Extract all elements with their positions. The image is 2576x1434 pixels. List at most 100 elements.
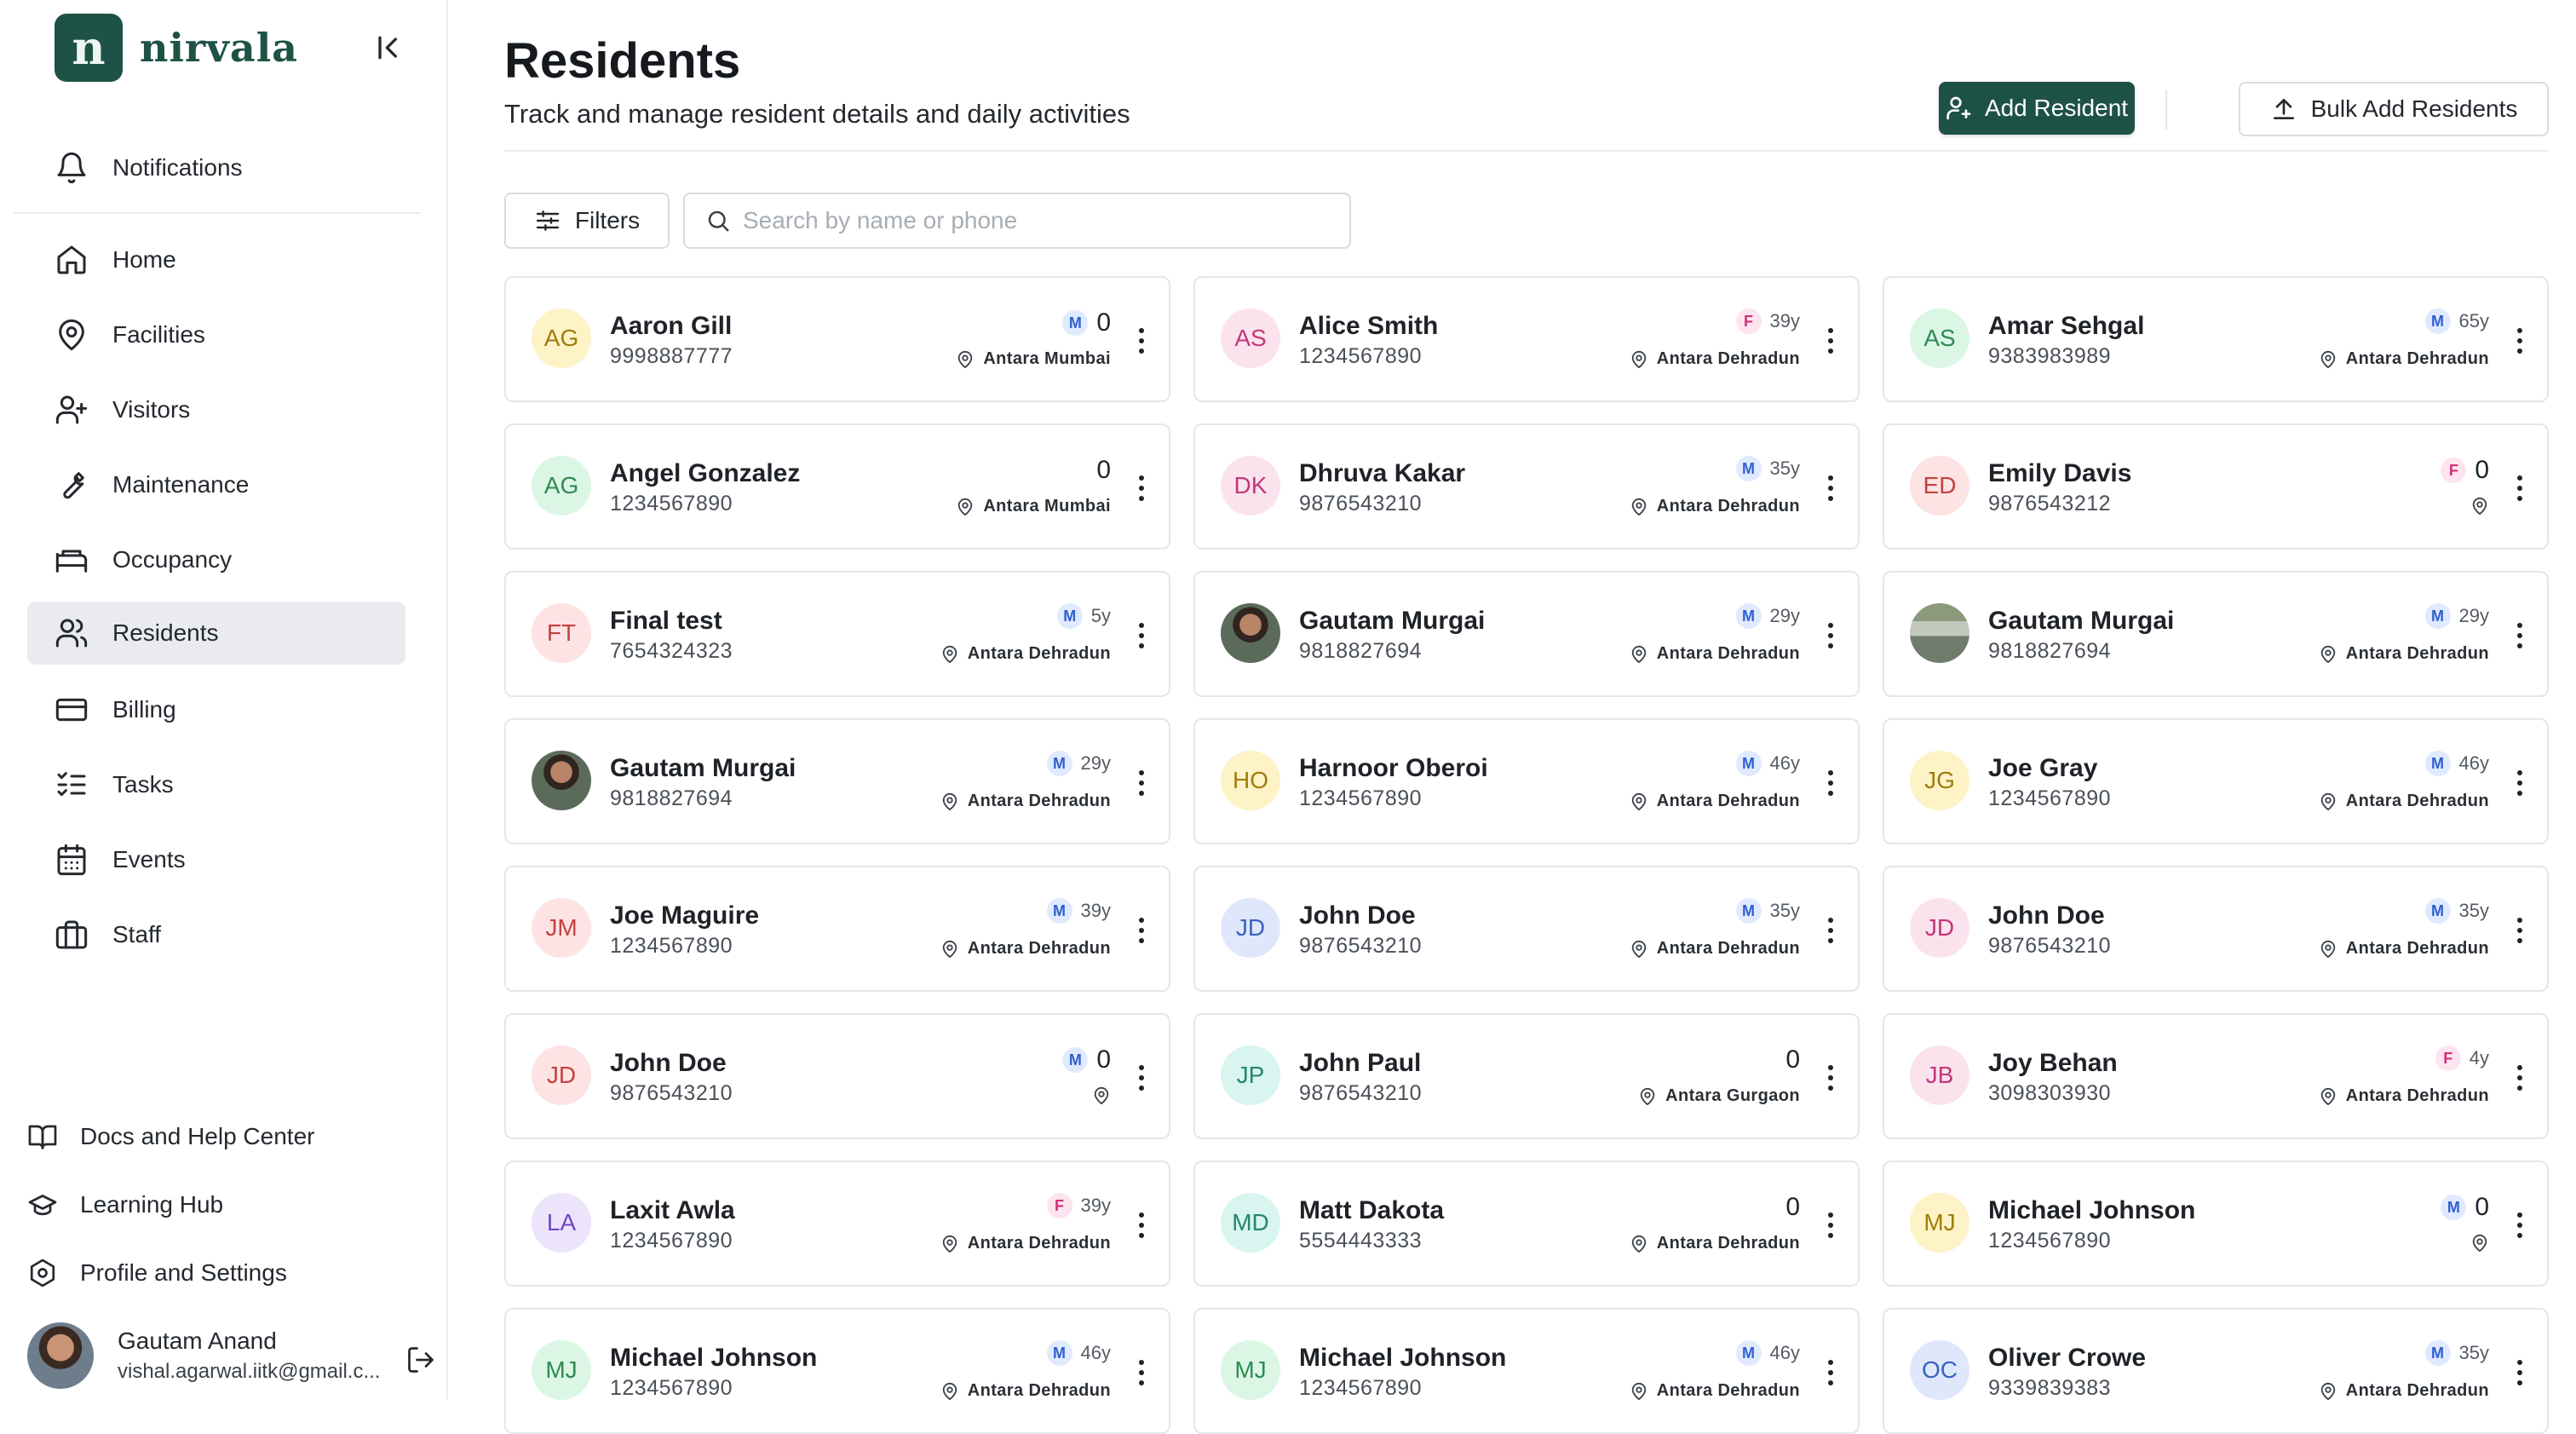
- resident-card[interactable]: Gautam Murgai 9818827694 M 29y Antara Dehrad…: [1193, 571, 1860, 697]
- resident-location: Antara Gurgaon: [1638, 1086, 1800, 1106]
- gender-badge: M: [1046, 1340, 1072, 1366]
- resident-card[interactable]: JG Joe Gray 1234567890 M 46y Antara Dehradun: [1883, 718, 2549, 844]
- more-options-icon[interactable]: [1820, 768, 1841, 798]
- page-title: Residents: [504, 33, 741, 89]
- sidebar-item-maintenance[interactable]: Maintenance: [27, 453, 405, 516]
- more-options-icon[interactable]: [2510, 620, 2530, 651]
- docs-help-link[interactable]: Docs and Help Center: [27, 1113, 314, 1160]
- collapse-sidebar-icon[interactable]: [371, 31, 405, 65]
- avatar-initials: JP: [1221, 1045, 1280, 1105]
- resident-card[interactable]: MJ Michael Johnson 1234567890 M 46y Antara De…: [504, 1308, 1170, 1434]
- more-options-icon[interactable]: [1131, 915, 1152, 946]
- location-text: Antara Dehradun: [2345, 644, 2489, 663]
- more-options-icon[interactable]: [1131, 1210, 1152, 1241]
- more-options-icon[interactable]: [1131, 325, 1152, 356]
- more-options-icon[interactable]: [1820, 1063, 1841, 1093]
- sidebar-item-billing[interactable]: Billing: [27, 678, 405, 741]
- resident-name: Final test: [610, 607, 722, 635]
- resident-card[interactable]: JD John Doe 9876543210 M 35y Antara Dehradun: [1883, 866, 2549, 992]
- sidebar-item-staff[interactable]: Staff: [27, 903, 405, 966]
- settings-icon: [30, 1258, 55, 1287]
- resident-age: 0: [2475, 456, 2489, 484]
- resident-card[interactable]: AS Alice Smith 1234567890 F 39y Antara Dehrad…: [1193, 276, 1860, 402]
- resident-card[interactable]: DK Dhruva Kakar 9876543210 M 35y Antara Dehra…: [1193, 423, 1860, 550]
- resident-location: [1092, 1086, 1111, 1105]
- more-options-icon[interactable]: [2510, 325, 2530, 356]
- more-options-icon[interactable]: [1820, 620, 1841, 651]
- header-separator: [2165, 90, 2167, 130]
- resident-card[interactable]: Gautam Murgai 9818827694 M 29y Antara Dehrad…: [1883, 571, 2549, 697]
- more-options-icon[interactable]: [1131, 768, 1152, 798]
- more-options-icon[interactable]: [1820, 1210, 1841, 1241]
- book-open-icon: [28, 1125, 57, 1149]
- resident-card[interactable]: OC Oliver Crowe 9339839383 M 35y Antara Dehra…: [1883, 1308, 2549, 1434]
- search-icon: [708, 210, 729, 232]
- more-options-icon[interactable]: [1131, 1063, 1152, 1093]
- add-resident-button[interactable]: Add Resident: [1939, 82, 2135, 135]
- map-pin-icon: [942, 792, 957, 810]
- more-options-icon[interactable]: [1820, 325, 1841, 356]
- sidebar-item-events[interactable]: Events: [27, 828, 405, 891]
- more-options-icon[interactable]: [2510, 1210, 2530, 1241]
- more-options-icon[interactable]: [1820, 1357, 1841, 1388]
- sidebar-item-visitors[interactable]: Visitors: [27, 378, 405, 441]
- resident-card[interactable]: MD Matt Dakota 5554443333 0 Antara Dehradun: [1193, 1160, 1860, 1287]
- resident-location: Antara Dehradun: [2319, 939, 2489, 959]
- wrench-icon: [63, 472, 84, 499]
- resident-card[interactable]: MJ Michael Johnson 1234567890 M 0: [1883, 1160, 2549, 1287]
- resident-card[interactable]: JD John Doe 9876543210 M 0: [504, 1013, 1170, 1139]
- bulk-add-button[interactable]: Bulk Add Residents: [2239, 82, 2549, 136]
- sidebar-item-residents[interactable]: Residents: [27, 602, 405, 665]
- resident-card[interactable]: AS Amar Sehgal 9383983989 M 65y Antara Dehrad…: [1883, 276, 2549, 402]
- more-options-icon[interactable]: [1820, 473, 1841, 504]
- resident-card[interactable]: HO Harnoor Oberoi 1234567890 M 46y Antara Deh…: [1193, 718, 1860, 844]
- resident-age: 35y: [2458, 1342, 2489, 1363]
- sidebar-item-facilities[interactable]: Facilities: [27, 303, 405, 366]
- filters-button[interactable]: Filters: [504, 193, 670, 249]
- resident-card[interactable]: Gautam Murgai 9818827694 M 29y Antara Dehrad…: [504, 718, 1170, 844]
- resident-card[interactable]: ED Emily Davis 9876543212 F 0: [1883, 423, 2549, 550]
- resident-card[interactable]: AG Angel Gonzalez 1234567890 0 Antara Mumbai: [504, 423, 1170, 550]
- more-options-icon[interactable]: [2510, 768, 2530, 798]
- more-options-icon[interactable]: [2510, 473, 2530, 504]
- sidebar-item-label: Staff: [112, 921, 162, 947]
- resident-card[interactable]: AG Aaron Gill 9998887777 M 0 Antara Mumbai: [504, 276, 1170, 402]
- search-input[interactable]: [743, 207, 1339, 234]
- sidebar-item-occupancy[interactable]: Occupancy: [27, 528, 405, 591]
- resident-location: Antara Dehradun: [1630, 644, 1800, 664]
- location-text: Antara Dehradun: [1656, 349, 1800, 368]
- map-pin-icon: [1094, 1086, 1109, 1105]
- resident-name: John Doe: [610, 1049, 727, 1077]
- more-options-icon[interactable]: [1820, 915, 1841, 946]
- resident-phone: 1234567890: [610, 1376, 733, 1400]
- logout-icon[interactable]: [405, 1345, 436, 1375]
- sidebar-item-notifications[interactable]: Notifications: [27, 136, 405, 199]
- resident-card[interactable]: LA Laxit Awla 1234567890 F 39y Antara Dehradu…: [504, 1160, 1170, 1287]
- sidebar-item-tasks[interactable]: Tasks: [27, 753, 405, 816]
- resident-card[interactable]: JM Joe Maguire 1234567890 M 39y Antara Dehrad…: [504, 866, 1170, 992]
- more-options-icon[interactable]: [1131, 1357, 1152, 1388]
- more-options-icon[interactable]: [1131, 620, 1152, 651]
- more-options-icon[interactable]: [1131, 473, 1152, 504]
- resident-meta: M 46y: [1735, 751, 1800, 776]
- resident-card[interactable]: MJ Michael Johnson 1234567890 M 46y Antara De…: [1193, 1308, 1860, 1434]
- sidebar-item-home[interactable]: Home: [27, 228, 405, 291]
- resident-card[interactable]: JD John Doe 9876543210 M 35y Antara Dehradun: [1193, 866, 1860, 992]
- resident-card[interactable]: JB Joy Behan 3098303930 F 4y Antara Dehradun: [1883, 1013, 2549, 1139]
- more-options-icon[interactable]: [2510, 915, 2530, 946]
- more-options-icon[interactable]: [2510, 1063, 2530, 1093]
- search-field[interactable]: [683, 193, 1351, 249]
- user-profile[interactable]: Gautam Anand vishal.agarwal.iitk@gmail.c…: [27, 1322, 399, 1389]
- learning-hub-link[interactable]: Learning Hub: [27, 1181, 223, 1229]
- profile-settings-link[interactable]: Profile and Settings: [27, 1249, 287, 1297]
- sliders-icon: [536, 210, 560, 231]
- resident-card[interactable]: FT Final test 7654324323 M 5y Antara Dehradun: [504, 571, 1170, 697]
- location-text: Antara Dehradun: [1656, 939, 1800, 958]
- more-options-icon[interactable]: [2510, 1357, 2530, 1388]
- resident-name: Amar Sehgal: [1988, 312, 2145, 340]
- resident-card[interactable]: JP John Paul 9876543210 0 Antara Gurgaon: [1193, 1013, 1860, 1139]
- resident-location: Antara Dehradun: [2319, 1381, 2489, 1401]
- brand[interactable]: n nirvala: [55, 14, 298, 82]
- resident-age: 0: [1096, 308, 1111, 337]
